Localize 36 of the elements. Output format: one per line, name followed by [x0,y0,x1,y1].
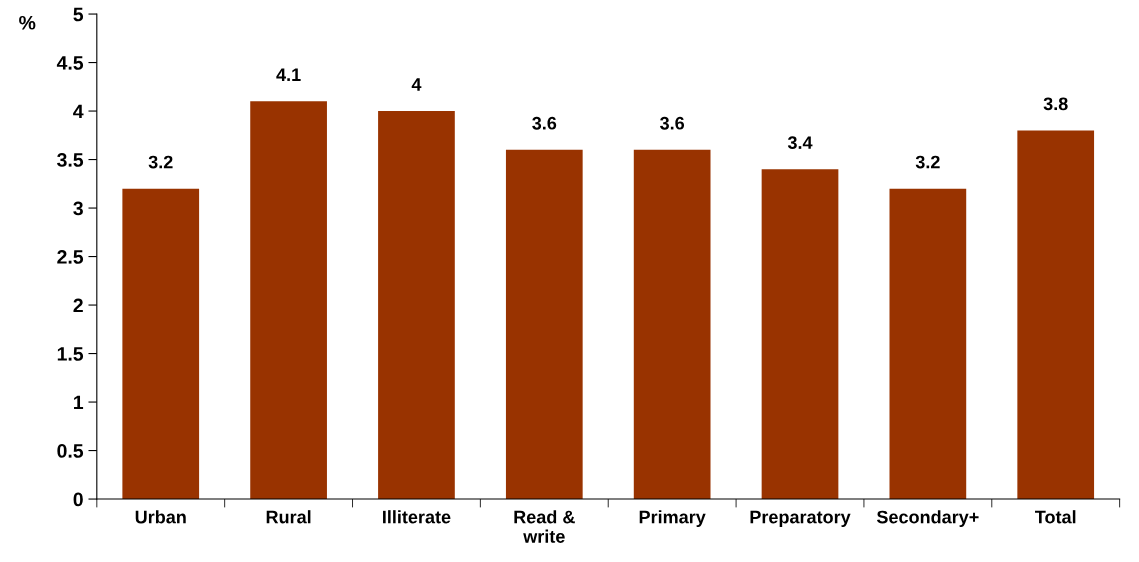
bar [505,149,583,500]
y-axis-title: % [19,15,36,30]
x-tick-label: Read & write [514,510,575,543]
y-tick-label: 2.5 [57,250,84,264]
x-tick-label: Primary [639,510,706,527]
bar [250,101,327,500]
x-tick-label: Preparatory [750,510,851,527]
data-label: 4 [411,78,422,91]
bar [122,188,200,500]
bar [378,111,455,500]
data-label: 3.2 [148,155,173,169]
data-label: 3.2 [915,155,940,169]
x-tick-label: Secondary+ [876,510,979,527]
data-label: 3.6 [532,116,557,130]
y-tick-label: 1 [74,395,84,410]
bar [1017,130,1095,500]
x-tick-label: Illiterate [383,510,451,524]
y-tick-label: 1.5 [57,347,84,361]
y-tick-label: 3 [73,201,83,216]
y-tick-label: 3.5 [57,153,84,167]
data-label: 3.8 [1043,97,1068,111]
data-label: 3.4 [787,136,813,150]
y-tick-label: 2 [73,298,83,313]
bar [889,188,967,500]
y-tick-label: 0 [73,492,83,507]
bar [761,169,839,500]
y-tick-label: 5 [73,7,84,22]
y-tick-label: 0.5 [57,444,84,458]
x-tick-label: Rural [266,510,311,524]
data-label: 3.6 [660,116,685,130]
data-label: 4.1 [276,68,301,81]
y-tick-label: 4.5 [56,56,84,70]
bar [633,149,711,500]
x-tick-label: Urban [135,510,186,524]
y-tick-label: 4 [73,104,84,119]
x-tick-label: Total [1035,510,1076,524]
